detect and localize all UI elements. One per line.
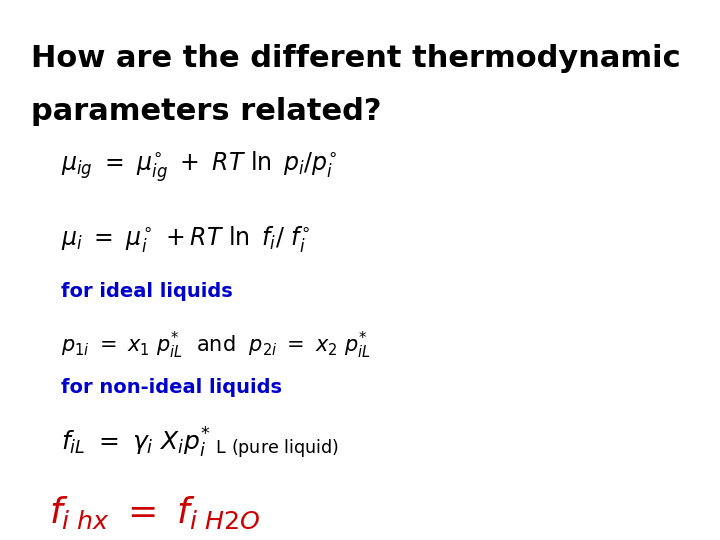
Text: parameters related?: parameters related? [31, 97, 382, 126]
Text: $p_{1i}\ =\ x_1\ p_{iL}^{*}\ \ \mathrm{and}\ \ p_{2i}\ =\ x_2\ p_{iL}^{*}$: $p_{1i}\ =\ x_1\ p_{iL}^{*}\ \ \mathrm{a… [61, 330, 371, 361]
Text: $f_{i\ hx}\ =\ f_{i\ H2O}$: $f_{i\ hx}\ =\ f_{i\ H2O}$ [49, 494, 261, 531]
Text: How are the different thermodynamic: How are the different thermodynamic [31, 44, 681, 73]
Text: $\mu_i\ =\ \mu^{\circ}_i\ +RT\ \ln\ f_i/\ f^{\circ}_i$: $\mu_i\ =\ \mu^{\circ}_i\ +RT\ \ln\ f_i/… [61, 224, 311, 254]
Text: $f_{iL}\ =\ \gamma_i\ X_i p_i^{*}$$_{\mathrm{\ L\ (pure\ liquid)}}$: $f_{iL}\ =\ \gamma_i\ X_i p_i^{*}$$_{\ma… [61, 426, 339, 461]
Text: for ideal liquids: for ideal liquids [61, 282, 233, 301]
Text: for non-ideal liquids: for non-ideal liquids [61, 377, 282, 397]
Text: $\mu_{ig}\ =\ \mu^{\circ}_{ig}\ +\ RT\ \ln\ p_i/p^{\circ}_i$: $\mu_{ig}\ =\ \mu^{\circ}_{ig}\ +\ RT\ \… [61, 150, 338, 184]
